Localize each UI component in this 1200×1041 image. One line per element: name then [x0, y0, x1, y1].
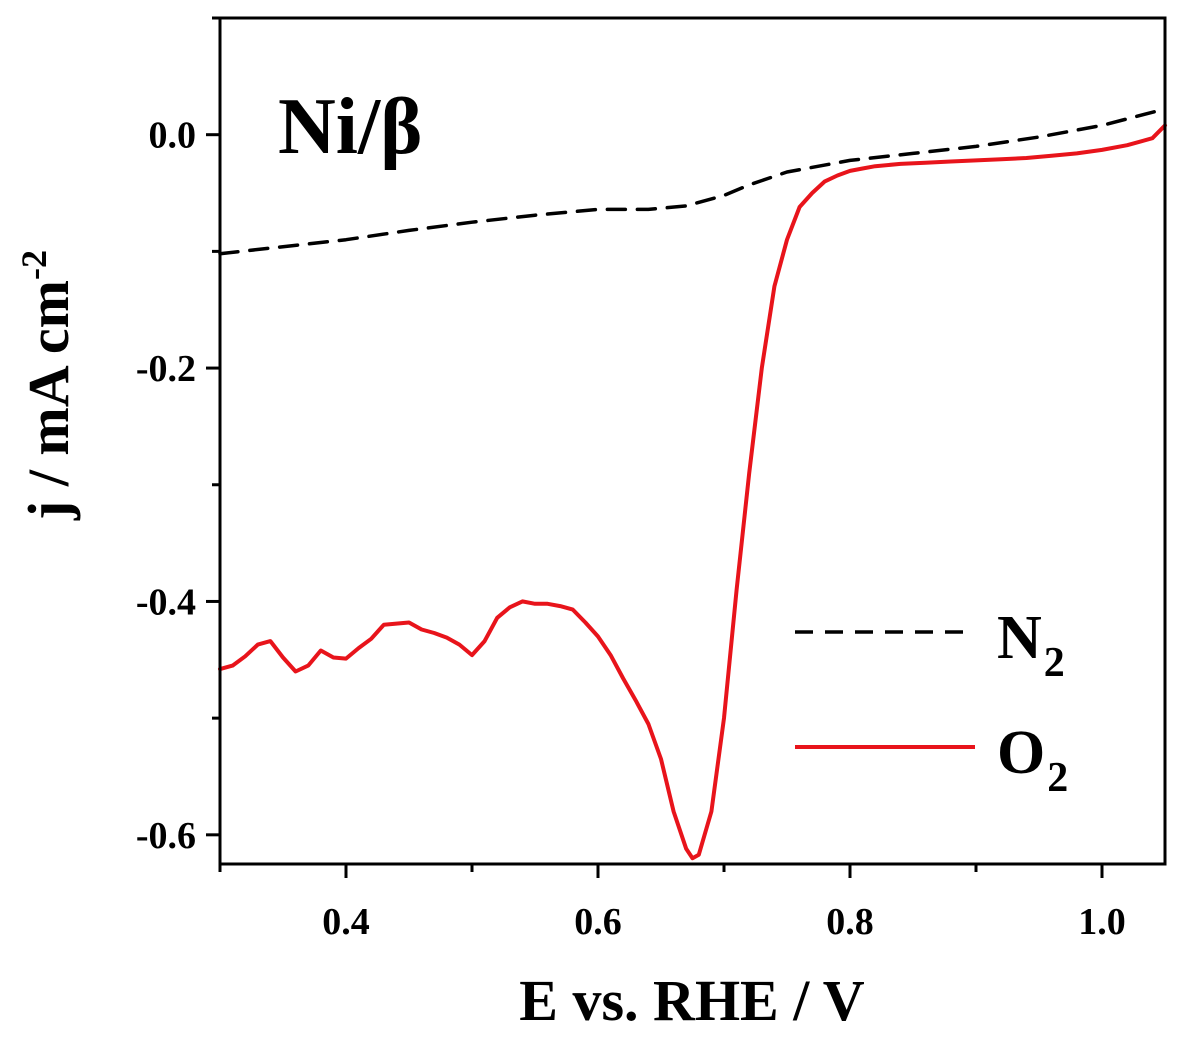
- axis-tick-labels: 0.4 0.6 0.8 1.0 0.0 -0.2 -0.4 -0.6: [136, 115, 1126, 943]
- x-tick-label: 1.0: [1078, 901, 1126, 943]
- y-axis-title: j / mA cm-2: [14, 250, 81, 521]
- y-tick-label: -0.4: [136, 581, 196, 623]
- y-tick-label: -0.2: [136, 348, 196, 390]
- legend-label-o2-sub: 2: [1047, 755, 1068, 801]
- x-tick-label: 0.4: [322, 901, 370, 943]
- legend-label-n2-main: N: [997, 604, 1042, 672]
- legend-label-n2: N2: [997, 604, 1065, 686]
- x-tick-label: 0.8: [826, 901, 874, 943]
- x-axis-title: E vs. RHE / V: [519, 968, 865, 1033]
- x-tick-label: 0.6: [574, 901, 622, 943]
- y-tick-label: 0.0: [149, 115, 197, 157]
- legend: N2 O2: [795, 604, 1068, 801]
- y-tick-label: -0.6: [136, 815, 196, 857]
- plot-frame: [218, 16, 1167, 866]
- legend-label-o2: O2: [997, 719, 1068, 801]
- y-axis-title-main: j / mA cm: [16, 280, 81, 521]
- series-line-n2: [218, 107, 1167, 256]
- legend-label-n2-sub: 2: [1044, 640, 1065, 686]
- axis-ticks: [206, 16, 1104, 878]
- series-line-o2: [218, 123, 1167, 861]
- y-axis-title-sup: -2: [14, 250, 54, 280]
- legend-label-o2-main: O: [997, 719, 1045, 787]
- plot-lines: [218, 107, 1167, 861]
- panel-label: Ni/β: [278, 83, 422, 171]
